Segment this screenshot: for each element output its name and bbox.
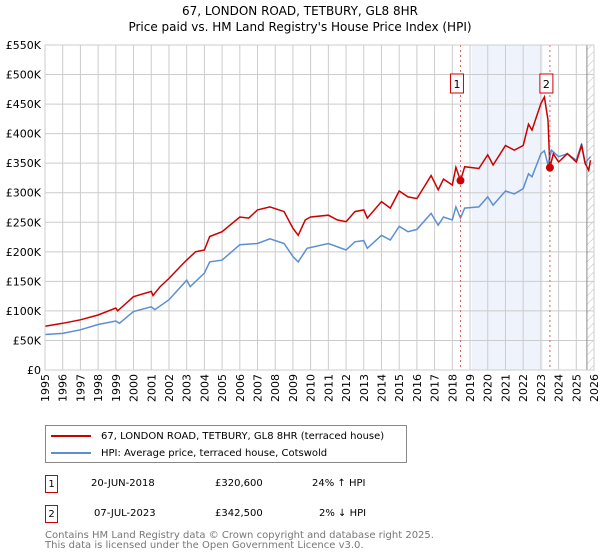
x-tick-label: 2011 [322, 374, 335, 402]
legend-item-hpi: HPI: Average price, terraced house, Cots… [46, 445, 327, 461]
x-tick-label: 2007 [252, 374, 265, 402]
sale-date: 20-JUN-2018 [91, 478, 155, 489]
x-tick-label: 1997 [74, 374, 87, 402]
y-tick-label: £350K [6, 157, 42, 170]
x-tick-label: 2022 [517, 374, 530, 402]
y-tick-label: £550K [6, 39, 42, 52]
x-tick-label: 2013 [358, 374, 371, 402]
legend: 67, LONDON ROAD, TETBURY, GL8 8HR (terra… [45, 425, 407, 463]
chart-subtitle: Price paid vs. HM Land Registry's House … [128, 20, 472, 34]
x-tick-label: 2026 [588, 374, 600, 402]
series-line-hpi [44, 143, 592, 336]
footer-copyright: Contains HM Land Registry data © Crown c… [45, 530, 434, 541]
sale-label: 2 [543, 78, 550, 91]
x-tick-label: 2015 [393, 374, 406, 402]
x-tick-label: 2009 [287, 374, 300, 402]
sale-badge: 2 [45, 505, 58, 523]
x-tick-label: 2025 [570, 374, 583, 402]
x-tick-label: 2005 [216, 374, 229, 402]
sale-point [456, 176, 465, 185]
x-tick-label: 1999 [110, 374, 123, 402]
x-tick-label: 2012 [340, 374, 353, 402]
sale-label-box [539, 73, 554, 94]
y-tick-label: £50K [13, 334, 42, 347]
x-tick-label: 2023 [535, 374, 548, 402]
x-tick-label: 2000 [128, 374, 141, 402]
footer-licence: This data is licensed under the Open Gov… [45, 540, 364, 551]
legend-swatch-red [51, 435, 91, 437]
sale-label: 1 [453, 78, 460, 91]
sale-period-shading [471, 45, 543, 370]
x-tick-label: 2018 [446, 374, 459, 402]
y-tick-label: £300K [6, 187, 42, 200]
x-tick-label: 2010 [305, 374, 318, 402]
x-tick-label: 2020 [482, 374, 495, 402]
legend-label: HPI: Average price, terraced house, Cots… [101, 447, 328, 459]
y-tick-label: £500K [6, 69, 42, 82]
series-line-property [44, 94, 592, 328]
sale-point [545, 163, 554, 172]
y-tick-label: £250K [6, 216, 42, 229]
y-tick-label: £200K [6, 246, 42, 259]
x-tick-label: 2003 [181, 374, 194, 402]
y-tick-label: £450K [6, 98, 42, 111]
sale-badge: 1 [45, 475, 58, 493]
chart-title: 67, LONDON ROAD, TETBURY, GL8 8HR [182, 4, 418, 18]
sale-hpi-diff: 2% ↓ HPI [319, 508, 367, 519]
x-tick-label: 1998 [92, 374, 105, 402]
sale-hpi-diff: 24% ↑ HPI [312, 478, 366, 489]
x-tick-label: 2008 [269, 374, 282, 402]
future-hatch [586, 45, 594, 370]
y-tick-label: £100K [6, 305, 42, 318]
footer: Contains HM Land Registry data © Crown c… [45, 531, 434, 551]
sale-price: £342,500 [215, 508, 263, 519]
price-chart: £0 £50K £100K £150K £200K £250K £300K £350K £400… [6, 39, 600, 402]
sale-label-box [449, 73, 464, 94]
x-tick-label: 2017 [429, 374, 442, 402]
y-tick-label: £400K [6, 128, 42, 141]
x-tick-label: 2021 [500, 374, 513, 402]
x-tick-label: 2019 [464, 374, 477, 402]
x-tick-label: 2006 [234, 374, 247, 402]
plot-border [44, 44, 595, 371]
legend-item-property: 67, LONDON ROAD, TETBURY, GL8 8HR (terra… [46, 428, 384, 444]
x-tick-label: 2024 [553, 374, 566, 402]
x-tick-label: 2004 [198, 374, 211, 402]
sale-price: £320,600 [215, 478, 263, 489]
legend-swatch-blue [51, 452, 91, 454]
x-tick-label: 2001 [145, 374, 158, 402]
legend-label: 67, LONDON ROAD, TETBURY, GL8 8HR (terra… [101, 430, 385, 442]
x-tick-label: 1995 [39, 374, 52, 402]
sale-date: 07-JUL-2023 [94, 508, 156, 519]
y-tick-label: £0 [27, 364, 41, 377]
x-tick-label: 1996 [57, 374, 70, 402]
y-tick-label: £150K [6, 275, 42, 288]
x-tick-label: 2002 [163, 374, 176, 402]
x-tick-label: 2014 [376, 374, 389, 402]
x-tick-label: 2016 [411, 374, 424, 402]
